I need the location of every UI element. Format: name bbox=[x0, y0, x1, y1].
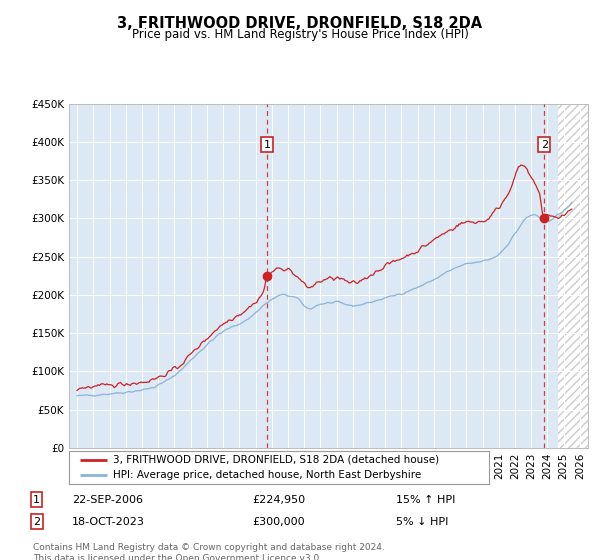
Text: 3, FRITHWOOD DRIVE, DRONFIELD, S18 2DA: 3, FRITHWOOD DRIVE, DRONFIELD, S18 2DA bbox=[118, 16, 482, 31]
Text: 2: 2 bbox=[541, 140, 548, 150]
Text: 5% ↓ HPI: 5% ↓ HPI bbox=[396, 517, 448, 527]
Text: HPI: Average price, detached house, North East Derbyshire: HPI: Average price, detached house, Nort… bbox=[113, 470, 421, 480]
Text: £300,000: £300,000 bbox=[252, 517, 305, 527]
Text: £224,950: £224,950 bbox=[252, 494, 305, 505]
Text: 18-OCT-2023: 18-OCT-2023 bbox=[72, 517, 145, 527]
Text: 22-SEP-2006: 22-SEP-2006 bbox=[72, 494, 143, 505]
Text: 1: 1 bbox=[264, 140, 271, 150]
Text: 15% ↑ HPI: 15% ↑ HPI bbox=[396, 494, 455, 505]
Text: 1: 1 bbox=[33, 494, 40, 505]
Text: Contains HM Land Registry data © Crown copyright and database right 2024.
This d: Contains HM Land Registry data © Crown c… bbox=[33, 543, 385, 560]
Text: Price paid vs. HM Land Registry's House Price Index (HPI): Price paid vs. HM Land Registry's House … bbox=[131, 28, 469, 41]
Text: 3, FRITHWOOD DRIVE, DRONFIELD, S18 2DA (detached house): 3, FRITHWOOD DRIVE, DRONFIELD, S18 2DA (… bbox=[113, 455, 439, 465]
Bar bbox=[559, 104, 588, 448]
Text: 2: 2 bbox=[33, 517, 40, 527]
